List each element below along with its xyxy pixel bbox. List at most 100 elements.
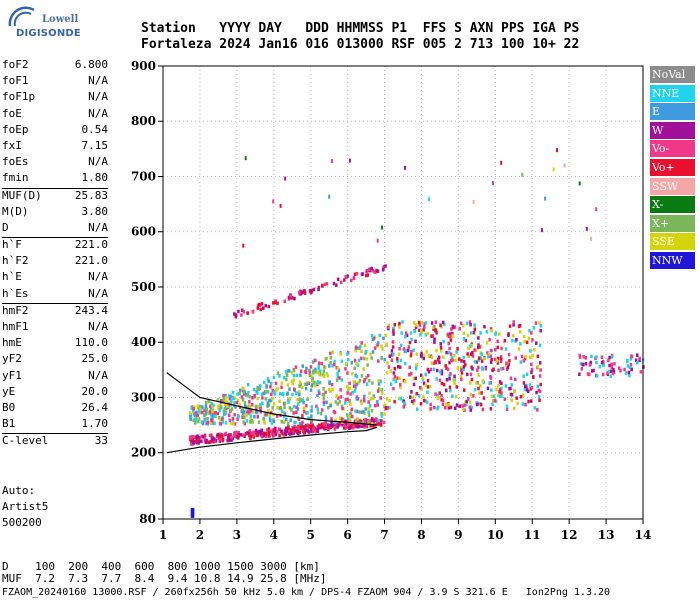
param-row: h`F 221.0: [2, 238, 108, 254]
echo-point: [262, 306, 265, 310]
echo-point: [235, 313, 238, 317]
echo-point: [399, 385, 402, 390]
echo-point: [346, 419, 349, 423]
echo-point: [377, 387, 381, 391]
echo-point: [315, 404, 318, 409]
echo-point: [382, 336, 385, 341]
echo-point: [623, 367, 626, 372]
x-tick-label: 10: [487, 528, 504, 542]
param-row: hmF1 N/A: [2, 320, 108, 336]
echo-point: [578, 353, 581, 358]
echo-point: [515, 396, 518, 400]
echo-point: [284, 176, 287, 181]
echo-point: [432, 367, 436, 372]
echo-point: [234, 405, 237, 409]
echo-point: [639, 370, 643, 374]
echo-point: [256, 391, 259, 395]
echo-point: [586, 372, 590, 376]
echo-point: [367, 413, 371, 418]
echo-point: [250, 431, 254, 435]
echo-point: [404, 165, 406, 170]
echo-point: [225, 399, 228, 404]
echo-point: [335, 283, 338, 287]
echo-point: [404, 361, 407, 366]
echo-point: [414, 366, 418, 371]
param-key: MUF(D): [2, 188, 42, 202]
echo-point: [264, 412, 268, 416]
echo-point: [369, 424, 372, 428]
echo-point: [336, 371, 339, 376]
echo-point: [497, 383, 500, 388]
echo-point: [414, 323, 418, 327]
echo-point: [449, 338, 453, 342]
echo-point: [210, 436, 214, 441]
echo-point: [354, 349, 357, 353]
echo-point: [381, 347, 384, 351]
echo-point: [201, 405, 204, 409]
echo-point: [428, 197, 431, 202]
echo-point: [354, 409, 357, 413]
echo-point: [189, 436, 192, 440]
echo-point: [470, 405, 473, 410]
echo-point: [234, 430, 238, 435]
echo-point: [259, 403, 262, 407]
echo-point: [523, 334, 526, 339]
echo-point: [283, 299, 286, 304]
echo-point: [610, 362, 614, 367]
echo-point: [211, 421, 214, 425]
echo-point: [289, 296, 293, 300]
echo-point: [243, 401, 247, 405]
echo-point: [371, 269, 375, 273]
echo-point: [335, 378, 339, 382]
echo-point: [377, 382, 381, 386]
echo-point: [414, 339, 417, 344]
echo-point: [607, 358, 610, 363]
echo-point: [307, 430, 311, 434]
echo-point: [239, 433, 243, 437]
echo-point: [285, 373, 289, 378]
echo-point: [288, 429, 291, 433]
echo-point: [254, 404, 258, 409]
echo-point: [389, 369, 393, 373]
echo-point: [368, 391, 371, 395]
echo-point: [585, 226, 588, 231]
echo-point: [252, 431, 255, 435]
echo-point: [263, 421, 266, 425]
echo-point: [426, 367, 430, 372]
echo-point: [519, 342, 522, 346]
legend-item: Vo+: [650, 159, 695, 176]
echo-point: [353, 272, 357, 276]
echo-point: [513, 390, 517, 394]
echo-point: [629, 362, 633, 367]
echo-point: [377, 359, 380, 363]
echo-point: [522, 381, 526, 385]
echo-point: [363, 377, 366, 382]
echo-point: [475, 381, 478, 385]
echo-point: [333, 427, 337, 431]
echo-point: [280, 419, 283, 424]
echo-point: [316, 407, 319, 411]
echo-point: [238, 391, 241, 396]
param-key: h`E: [2, 270, 22, 284]
echo-point: [392, 329, 395, 333]
echo-point: [458, 404, 461, 408]
echo-point: [287, 425, 290, 429]
x-tick-label: 14: [635, 528, 652, 542]
echo-point: [452, 378, 455, 382]
echo-point: [336, 366, 340, 370]
echo-point: [496, 345, 500, 350]
param-row: M(D) 3.80: [2, 205, 108, 221]
echo-point: [246, 393, 250, 397]
param-row: hmF2 243.4: [2, 304, 108, 320]
echo-point: [371, 350, 375, 354]
echo-point: [328, 364, 331, 368]
echo-point: [337, 368, 341, 372]
echo-point: [205, 407, 209, 411]
echo-point: [272, 375, 276, 380]
echo-point: [628, 365, 632, 370]
echo-point: [307, 425, 311, 429]
echo-point: [196, 441, 199, 445]
echo-point: [371, 337, 375, 342]
param-row: h`F2 221.0: [2, 254, 108, 270]
echo-point: [292, 373, 296, 378]
